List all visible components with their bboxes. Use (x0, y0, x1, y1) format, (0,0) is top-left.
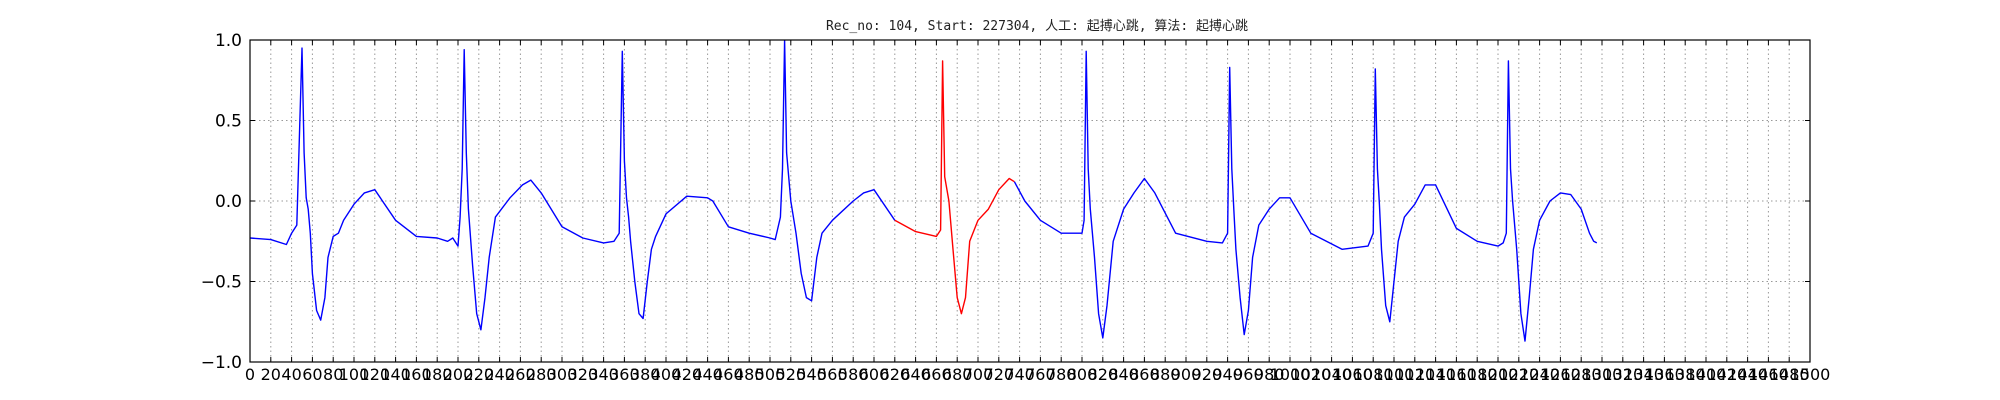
x-tick-label: 400 (651, 365, 682, 384)
x-tick-label: 100 (339, 365, 370, 384)
x-tick-label: 940 (1212, 365, 1243, 384)
x-tick-label: 420 (672, 365, 703, 384)
x-tick-label: 20 (261, 365, 281, 384)
x-tick-label: 60 (302, 365, 322, 384)
x-tick-label: 900 (1171, 365, 1202, 384)
x-tick-label: 580 (838, 365, 869, 384)
x-tick-label: 1340 (1623, 365, 1664, 384)
x-tick-label: 1000 (1270, 365, 1311, 384)
x-tick-label: 500 (755, 365, 786, 384)
x-tick-label: 1280 (1561, 365, 1602, 384)
x-tick-label: 1160 (1436, 365, 1477, 384)
x-tick-label: 660 (921, 365, 952, 384)
x-tick-label: 700 (963, 365, 994, 384)
axis-ticks: −1.0 −0.5 0.0 0.5 1.0 0 20 40 60 8010012014016018… (201, 31, 1831, 384)
x-tick-label: 860 (1129, 365, 1160, 384)
x-tick-label: 180 (422, 365, 453, 384)
x-tick-label: 1380 (1665, 365, 1706, 384)
x-tick-label: 1440 (1727, 365, 1768, 384)
x-tick-label: 120 (360, 365, 391, 384)
x-tick-label: 240 (484, 365, 515, 384)
x-tick-label: 960 (1233, 365, 1264, 384)
x-tick-label: 80 (323, 365, 343, 384)
x-tick-label: 520 (776, 365, 807, 384)
x-tick-label: 140 (380, 365, 411, 384)
x-tick-label: 440 (692, 365, 723, 384)
x-tick-label: 480 (734, 365, 765, 384)
x-tick-label: 1040 (1311, 365, 1352, 384)
x-tick-label: 1180 (1457, 365, 1498, 384)
x-tick-label: 680 (942, 365, 973, 384)
x-tick-label: 0 (245, 365, 255, 384)
x-tick-label: 1400 (1686, 365, 1727, 384)
ecg-signal-line (250, 40, 896, 331)
x-tick-label: 280 (526, 365, 557, 384)
x-tick-label: 380 (630, 365, 661, 384)
x-tick-label: 840 (1108, 365, 1139, 384)
x-tick-label: 1260 (1540, 365, 1581, 384)
x-tick-label: 1120 (1394, 365, 1435, 384)
plot-area (250, 40, 1598, 342)
x-tick-label: 1020 (1290, 365, 1331, 384)
x-tick-label: 460 (713, 365, 744, 384)
x-tick-label: 720 (984, 365, 1015, 384)
x-tick-label: 1200 (1478, 365, 1519, 384)
chart-title: Rec_no: 104, Start: 227304, 人工: 起搏心跳, 算法… (826, 18, 1248, 34)
x-tick-label: 1420 (1706, 365, 1747, 384)
grid-lines (250, 40, 1810, 362)
x-tick-label: 220 (464, 365, 495, 384)
y-tick-label: 0.5 (215, 112, 242, 132)
x-tick-label: 560 (817, 365, 848, 384)
x-tick-label: 780 (1046, 365, 1077, 384)
y-tick-label: 1.0 (215, 31, 242, 51)
x-tick-label: 760 (1025, 365, 1056, 384)
x-tick-label: 300 (547, 365, 578, 384)
x-tick-label: 1140 (1415, 365, 1456, 384)
x-tick-label: 980 (1254, 365, 1285, 384)
x-tick-label: 40 (281, 365, 301, 384)
x-tick-label: 1500 (1790, 365, 1831, 384)
x-tick-label: 880 (1150, 365, 1181, 384)
x-tick-label: 1100 (1374, 365, 1415, 384)
x-tick-label: 1460 (1748, 365, 1789, 384)
x-tick-label: 160 (401, 365, 432, 384)
x-tick-label: 1360 (1644, 365, 1685, 384)
x-tick-label: 800 (1067, 365, 1098, 384)
x-tick-label: 260 (505, 365, 536, 384)
x-tick-label: 920 (1192, 365, 1223, 384)
x-tick-label: 600 (859, 365, 890, 384)
x-tick-label: 1300 (1582, 365, 1623, 384)
x-tick-label: 540 (796, 365, 827, 384)
x-tick-label: 1320 (1602, 365, 1643, 384)
x-tick-label: 1480 (1769, 365, 1810, 384)
x-tick-label: 200 (443, 365, 474, 384)
x-tick-label: 1060 (1332, 365, 1373, 384)
x-tick-label: 360 (609, 365, 640, 384)
y-tick-label: 0.0 (215, 192, 242, 212)
x-tick-label: 1220 (1498, 365, 1539, 384)
ecg-highlight-segment (894, 60, 1015, 315)
x-tick-label: 1080 (1353, 365, 1394, 384)
ecg-signal-line (1013, 50, 1598, 342)
x-tick-label: 740 (1004, 365, 1035, 384)
x-tick-label: 320 (568, 365, 599, 384)
x-tick-label: 620 (880, 365, 911, 384)
y-tick-label: −0.5 (201, 273, 242, 293)
x-tick-label: 1240 (1519, 365, 1560, 384)
x-tick-label: 820 (1088, 365, 1119, 384)
x-tick-label: 640 (900, 365, 931, 384)
y-tick-label: −1.0 (201, 353, 242, 373)
x-tick-label: 340 (588, 365, 619, 384)
